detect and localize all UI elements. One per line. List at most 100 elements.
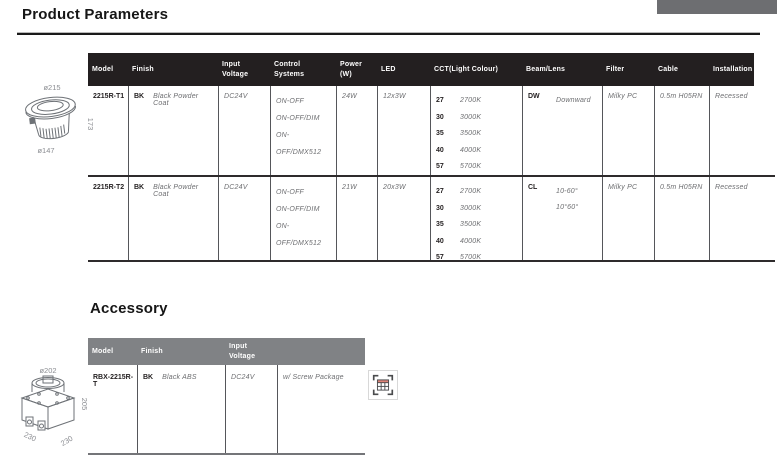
cct-entry: 35 3500K [436, 126, 519, 143]
table-row: 2215R-T1 BK Black Powder Coat DC24V ON-O… [88, 86, 775, 177]
filter-cell: Milky PC [602, 177, 654, 260]
box-line-art [20, 375, 76, 431]
dimension-label: 230 [22, 430, 37, 443]
title-divider [17, 33, 760, 35]
led-value: 12x3W [383, 93, 406, 100]
cct-code: 57 [436, 163, 444, 171]
column-header-cct: CCT(Light Colour) [434, 65, 499, 73]
input-voltage-value: DC24V [231, 374, 255, 381]
cable-value: 0.5m H05RN [660, 184, 703, 191]
beam-line: 10-60° [556, 188, 578, 195]
fixture-line-art [25, 96, 76, 140]
cct-code: 40 [436, 146, 444, 154]
column-header-model: Model [92, 347, 114, 355]
beam-code: DW [528, 93, 540, 100]
model-cell: 2215R-T2 [88, 177, 128, 260]
cct-code: 27 [436, 188, 444, 195]
finish-code: BK [134, 184, 145, 191]
finish-code: BK [143, 374, 154, 381]
cct-entry: 40 4000K [436, 143, 519, 160]
product-table: Model Finish Input Voltage Control Syste… [88, 53, 775, 262]
cct-cell: 27 2700K 30 3000K 35 3500K 40 4000K 57 5700K [430, 86, 522, 175]
model-cell: RBX-2215R-T [88, 365, 137, 453]
cct-value: 4000K [460, 237, 482, 245]
accessory-table-header: Model Finish Input Voltage [88, 338, 365, 365]
control-system-line: ON-OFF [276, 189, 305, 196]
beam-code: CL [528, 184, 538, 191]
installation-value: Recessed [715, 184, 748, 191]
cct-code: 35 [436, 221, 444, 229]
cct-entry: 30 3000K [436, 201, 519, 218]
beam-lens-cell: CL 10-60° 10°60° [522, 177, 602, 260]
accessory-box-drawing: ø202 205 230 230 [20, 366, 89, 448]
control-system-line: ON-OFF/DIM [276, 115, 320, 122]
dimension-label: ø147 [37, 146, 54, 155]
power-cell: 21W [336, 177, 377, 260]
column-header-model: Model [92, 65, 114, 73]
note-value: w/ Screw Package [283, 374, 344, 381]
cct-entry: 30 3000K [436, 110, 519, 127]
column-header-input-voltage: Input Voltage [222, 61, 249, 78]
column-header-beam-lens: Beam/Lens [526, 65, 566, 73]
filter-cell: Milky PC [602, 86, 654, 175]
finish-code: BK [134, 93, 145, 100]
control-system-line: ON-OFF/DMX512 [276, 223, 322, 247]
cct-cell: 27 2700K 30 3000K 35 3500K 40 4000K 57 5700K [430, 177, 522, 260]
cct-entry: 57 5700K [436, 250, 519, 260]
column-header-installation: Installation [713, 65, 753, 73]
input-voltage-value: DC24V [224, 184, 248, 191]
finish-cell: BK Black Powder Coat [128, 177, 218, 260]
power-value: 21W [342, 184, 357, 191]
fixture-drawing: ø215 ø147 173 [25, 83, 95, 155]
filter-value: Milky PC [608, 93, 638, 100]
installation-value: Recessed [715, 93, 748, 100]
junction-box-icon [368, 370, 398, 400]
cct-value: 3000K [460, 113, 482, 121]
beam-description: 10-60° 10°60° [556, 184, 578, 260]
cct-code: 30 [436, 113, 444, 121]
cct-code: 27 [436, 97, 444, 104]
dimension-label: 205 [80, 398, 89, 411]
table-row: 2215R-T2 BK Black Powder Coat DC24V ON-O… [88, 177, 775, 262]
beam-lens-cell: DW Downward [522, 86, 602, 175]
input-voltage-cell: DC24V [218, 177, 270, 260]
table-row: RBX-2215R-T BK Black ABS DC24V w/ Screw … [88, 365, 365, 455]
cct-value: 3000K [460, 204, 482, 212]
led-cell: 20x3W [377, 177, 430, 260]
power-cell: 24W [336, 86, 377, 175]
column-header-input-voltage: Input Voltage [229, 343, 256, 360]
cct-value: 2700K [460, 188, 482, 195]
cct-entry: 27 2700K [436, 184, 519, 201]
beam-line: Downward [556, 97, 591, 104]
page-title: Product Parameters [22, 6, 169, 23]
accessory-title: Accessory [90, 300, 168, 317]
installation-cell: Recessed [709, 177, 775, 260]
accessory-table: Model Finish Input Voltage RBX-2215R-T B… [88, 338, 365, 455]
finish-name: Black Powder Coat [153, 93, 199, 107]
corner-tab [657, 0, 777, 14]
control-system-line: ON-OFF/DMX512 [276, 132, 322, 156]
cct-value: 2700K [460, 97, 482, 104]
cct-value: 5700K [460, 254, 482, 260]
column-header-led: LED [381, 65, 396, 73]
control-systems-cell: ON-OFF ON-OFF/DIM ON-OFF/DMX512 [270, 86, 336, 175]
finish-name: Black ABS [162, 374, 197, 381]
cct-entry: 35 3500K [436, 217, 519, 234]
model-value: 2215R-T1 [93, 93, 125, 100]
cct-value: 4000K [460, 146, 482, 154]
product-table-header: Model Finish Input Voltage Control Syste… [88, 53, 754, 86]
cable-cell: 0.5m H05RN [654, 177, 709, 260]
finish-cell: BK Black Powder Coat [128, 86, 218, 175]
installation-cell: Recessed [709, 86, 775, 175]
led-value: 20x3W [383, 184, 406, 191]
finish-cell: BK Black ABS [137, 365, 225, 453]
finish-name: Black Powder Coat [153, 184, 199, 198]
filter-value: Milky PC [608, 184, 638, 191]
beam-description: Downward [556, 93, 591, 175]
control-system-line: ON-OFF/DIM [276, 206, 320, 213]
column-header-power: Power (W) [340, 61, 363, 78]
model-cell: 2215R-T1 [88, 86, 128, 175]
cable-cell: 0.5m H05RN [654, 86, 709, 175]
cct-code: 40 [436, 237, 444, 245]
led-cell: 12x3W [377, 86, 430, 175]
